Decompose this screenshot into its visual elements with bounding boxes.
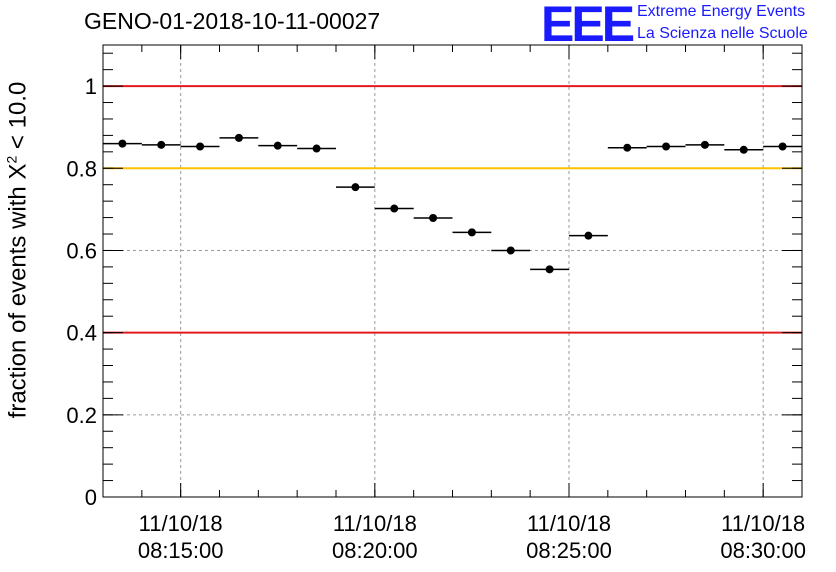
data-point-marker xyxy=(273,141,282,150)
data-point-marker xyxy=(118,139,127,148)
y-tick-label: 0.6 xyxy=(66,238,97,263)
data-point xyxy=(219,133,259,142)
data-point-marker xyxy=(700,140,709,149)
x-tick-label-date: 11/10/18 xyxy=(527,511,611,536)
data-point-marker xyxy=(623,143,632,152)
data-point-marker xyxy=(196,142,205,151)
data-point xyxy=(491,246,531,255)
data-point-marker xyxy=(662,142,671,151)
data-point xyxy=(724,145,764,154)
grid xyxy=(103,45,802,498)
axis-ticks xyxy=(102,45,803,498)
eee-logo: EEE Extreme Energy Events La Scienza nel… xyxy=(541,0,836,52)
x-tick-label-date: 11/10/18 xyxy=(139,511,223,536)
y-tick-label: 0.8 xyxy=(66,156,97,181)
data-point-marker xyxy=(584,231,593,240)
data-point-marker xyxy=(778,142,787,151)
data-point-marker xyxy=(312,144,321,153)
data-point xyxy=(258,141,298,150)
data-point-marker xyxy=(234,133,243,142)
data-point xyxy=(452,228,492,237)
data-point xyxy=(646,142,686,151)
y-tick-label: 0.2 xyxy=(66,403,97,428)
data-point xyxy=(297,144,336,153)
tick-labels: 00.20.40.60.8111/10/1808:15:0011/10/1808… xyxy=(66,74,806,563)
data-point-marker xyxy=(429,213,438,222)
data-point xyxy=(413,213,453,222)
data-point xyxy=(141,140,181,149)
data-point-marker xyxy=(351,183,360,192)
data-point xyxy=(180,142,220,151)
data-point-marker xyxy=(390,204,399,213)
x-tick-label-time: 08:15:00 xyxy=(138,538,224,563)
y-tick-label: 0.4 xyxy=(66,321,97,346)
data-point xyxy=(763,142,802,151)
y-tick-label: 0 xyxy=(85,485,97,510)
data-point-marker xyxy=(506,246,515,255)
y-tick-label: 1 xyxy=(85,74,97,99)
y-axis-label-prefix: fraction of events with X xyxy=(4,163,32,419)
data-point-marker xyxy=(739,145,748,154)
y-axis-label-suffix: < 10.0 xyxy=(4,81,32,156)
reference-lines xyxy=(103,85,802,334)
data-point-marker xyxy=(545,265,554,274)
data-point xyxy=(103,139,142,148)
data-point xyxy=(336,183,375,192)
x-tick-label-time: 08:25:00 xyxy=(526,538,612,563)
chart-title: GENO-01-2018-10-11-00027 xyxy=(84,8,381,34)
data-point xyxy=(374,204,414,213)
data-point xyxy=(569,231,608,240)
data-point xyxy=(607,143,647,152)
x-tick-label-date: 11/10/18 xyxy=(333,511,417,536)
x-tick-label-time: 08:30:00 xyxy=(720,538,806,563)
x-tick-label-date: 11/10/18 xyxy=(721,511,805,536)
plot-frame xyxy=(102,44,803,498)
x-tick-label-time: 08:20:00 xyxy=(332,538,418,563)
eee-logo-mark: EEE xyxy=(541,0,635,52)
data-point-marker xyxy=(467,228,476,237)
data-points xyxy=(103,133,802,274)
logo-line-2: La Scienza nelle Scuole xyxy=(637,25,808,42)
data-point xyxy=(685,140,725,149)
y-axis-label-sup: 2 xyxy=(3,155,20,164)
logo-line-1: Extreme Energy Events xyxy=(637,3,806,20)
y-axis-label: fraction of events with X2 < 10.0 xyxy=(4,82,33,419)
data-point-marker xyxy=(157,140,166,149)
data-point xyxy=(530,265,569,274)
